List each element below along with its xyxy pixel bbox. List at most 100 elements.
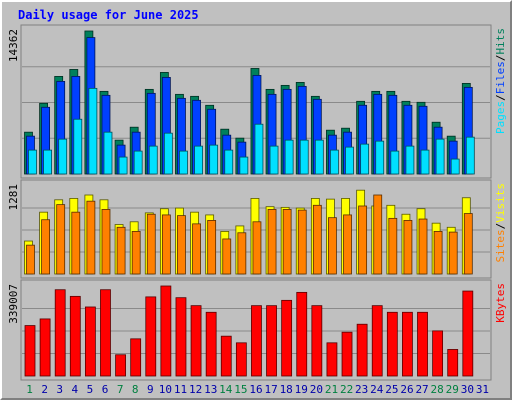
bar-sites	[222, 238, 232, 275]
y-max-label: 1281	[7, 184, 20, 211]
legend: Sites/Visits	[494, 183, 507, 263]
bar-kbytes	[84, 306, 96, 377]
legend-kbytes: KBytes	[494, 283, 507, 323]
bar-kbytes	[160, 285, 172, 377]
bar-kbytes	[130, 338, 142, 377]
legend-separator: /	[494, 94, 507, 101]
x-tick-label: 29	[446, 383, 459, 396]
x-tick-label: 13	[204, 383, 217, 396]
x-tick-label: 23	[355, 383, 368, 396]
bar-kbytes	[341, 331, 353, 377]
x-tick-label: 17	[264, 383, 277, 396]
legend-sites: Sites	[494, 229, 507, 262]
x-tick-label: 28	[431, 383, 444, 396]
legend: KBytes	[494, 283, 507, 323]
bar-pages	[224, 149, 234, 175]
x-tick-label: 5	[87, 383, 94, 396]
x-tick-label: 10	[159, 383, 172, 396]
x-tick-label: 21	[325, 383, 338, 396]
bar-kbytes	[311, 305, 323, 377]
bar-sites	[388, 217, 398, 275]
bar-kbytes	[371, 305, 383, 377]
bar-sites	[252, 221, 262, 275]
bar-pages	[254, 123, 264, 175]
x-tick-label: 31	[476, 383, 489, 396]
bar-kbytes	[447, 349, 459, 377]
bar-pages	[148, 145, 158, 175]
bar-kbytes	[190, 305, 202, 377]
bar-kbytes	[235, 342, 247, 377]
bar-sites	[448, 231, 458, 275]
bar-sites	[328, 217, 337, 275]
bar-pages	[28, 149, 37, 175]
bar-kbytes	[175, 297, 187, 377]
bar-pages	[284, 139, 294, 175]
bar-pages	[299, 139, 309, 175]
bar-sites	[282, 209, 292, 275]
bar-sites	[161, 214, 171, 275]
bar-pages	[435, 138, 445, 175]
legend-files: Files	[494, 61, 507, 94]
legend-hits: Hits	[494, 28, 507, 55]
bar-kbytes	[402, 311, 413, 377]
bar-pages	[58, 138, 68, 175]
x-tick-label: 2	[41, 383, 48, 396]
bar-kbytes	[356, 323, 368, 377]
bar-sites	[463, 213, 473, 275]
x-tick-label: 26	[400, 383, 413, 396]
legend-pages: Pages	[494, 101, 507, 134]
bar-pages	[330, 149, 339, 175]
panel-border	[20, 24, 492, 179]
x-tick-label: 6	[102, 383, 109, 396]
bar-pages	[73, 118, 83, 175]
bar-sites	[86, 200, 96, 275]
bar-pages	[179, 150, 188, 175]
x-tick-label: 19	[295, 383, 308, 396]
bar-kbytes	[251, 305, 262, 377]
bar-sites	[373, 194, 383, 275]
bar-pages	[163, 132, 173, 175]
bar-pages	[239, 156, 249, 175]
x-tick-label: 3	[56, 383, 63, 396]
x-tick-label: 8	[132, 383, 139, 396]
x-tick-label: 4	[72, 383, 79, 396]
bar-kbytes	[115, 354, 126, 377]
bar-pages	[314, 139, 324, 175]
x-tick-label: 9	[147, 383, 154, 396]
x-tick-label: 27	[415, 383, 428, 396]
bar-kbytes	[281, 299, 293, 377]
bar-sites	[418, 218, 428, 275]
bar-pages	[375, 140, 385, 175]
bar-pages	[118, 156, 128, 175]
x-tick-label: 14	[219, 383, 233, 396]
bar-sites	[192, 223, 201, 275]
y-max-label: 14362	[7, 29, 20, 62]
bar-sites	[146, 213, 156, 275]
bar-kbytes	[462, 290, 474, 377]
bar-sites	[116, 226, 126, 275]
bar-kbytes	[145, 296, 157, 377]
panel-border	[20, 279, 492, 381]
bar-kbytes	[54, 289, 66, 377]
bar-kbytes	[432, 330, 444, 377]
bar-pages	[133, 150, 143, 175]
bar-kbytes	[417, 311, 428, 377]
bar-pages	[43, 149, 52, 175]
bar-pages	[194, 145, 203, 175]
bar-sites	[358, 205, 368, 275]
bar-sites	[343, 214, 352, 275]
bar-kbytes	[386, 311, 398, 377]
x-tick-label: 1	[26, 383, 33, 396]
x-tick-label: 20	[310, 383, 323, 396]
bar-kbytes	[205, 311, 217, 377]
bar-pages	[103, 131, 113, 175]
bar-pages	[405, 145, 415, 175]
bar-pages	[420, 149, 430, 175]
bar-sites	[207, 220, 217, 275]
x-tick-label: 11	[174, 383, 187, 396]
bar-kbytes	[39, 318, 51, 377]
bar-pages	[390, 150, 400, 175]
chart-title: Daily usage for June 2025	[18, 8, 199, 22]
x-tick-label: 25	[385, 383, 398, 396]
